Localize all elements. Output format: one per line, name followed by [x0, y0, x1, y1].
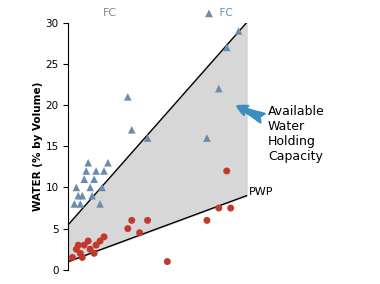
Point — [93, 243, 99, 247]
Point — [129, 128, 135, 132]
Point — [129, 218, 135, 223]
Point — [69, 255, 75, 260]
Point — [87, 185, 93, 190]
Y-axis label: WATER (% by Volume): WATER (% by Volume) — [33, 82, 43, 211]
Point — [81, 177, 87, 181]
Point — [83, 169, 89, 173]
Point — [144, 218, 150, 223]
Point — [85, 239, 91, 243]
Point — [216, 206, 222, 210]
Point — [164, 259, 170, 264]
Point — [236, 29, 242, 33]
Point — [77, 251, 83, 256]
Point — [101, 235, 107, 239]
Point — [97, 239, 103, 243]
Point — [91, 177, 97, 181]
Point — [125, 95, 131, 99]
Point — [77, 202, 83, 206]
Point — [105, 160, 111, 165]
Point — [75, 243, 81, 247]
Text: ▲  FC: ▲ FC — [205, 8, 233, 18]
Point — [79, 193, 85, 198]
Point — [125, 226, 131, 231]
Point — [87, 247, 93, 252]
Point — [97, 202, 103, 206]
Point — [73, 247, 79, 252]
Point — [224, 45, 230, 50]
Point — [85, 160, 91, 165]
Point — [75, 193, 81, 198]
Point — [204, 136, 210, 140]
Text: Available
Water
Holding
Capacity: Available Water Holding Capacity — [237, 105, 325, 163]
Point — [79, 255, 85, 260]
Text: PWP: PWP — [249, 187, 273, 197]
Point — [93, 169, 99, 173]
Point — [91, 251, 97, 256]
Text: FC: FC — [103, 8, 117, 18]
Point — [136, 230, 142, 235]
Point — [216, 86, 222, 91]
Point — [228, 12, 234, 17]
Point — [224, 169, 230, 173]
Point — [81, 243, 87, 247]
Point — [228, 206, 234, 210]
Point — [204, 218, 210, 223]
Point — [89, 193, 95, 198]
Point — [99, 185, 105, 190]
Point — [73, 185, 79, 190]
Point — [144, 136, 150, 140]
Point — [101, 169, 107, 173]
Point — [71, 202, 78, 206]
